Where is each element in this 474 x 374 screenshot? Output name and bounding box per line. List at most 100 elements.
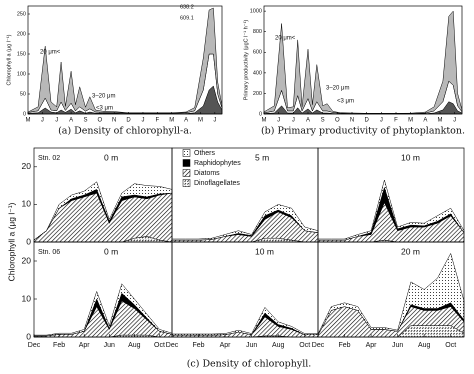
area [27,7,223,114]
x-tick-label: Feb [193,342,205,349]
x-tick-label: S [321,118,325,124]
x-tick-label: Dec [28,342,41,349]
panel-frame [171,241,319,338]
x-tick-label: J [380,118,383,124]
x-tick-label: F [155,118,159,124]
x-tick-label: F [394,118,398,124]
y-tick-label: 0 [259,111,262,117]
x-tick-label: A [423,118,427,124]
x-tick-label: J [292,118,295,124]
depth-label: 0 m [104,152,118,162]
peak-annotation: 638.2 [180,4,194,10]
y-axis-label: Chlorophyll a (μg l⁻¹) [6,34,12,85]
legend-label: Dinoflagellates [194,180,240,187]
y-tick-label: 50 [20,91,26,97]
x-tick-label: Jun [392,342,403,349]
station-label: Stn. 06 [38,249,60,256]
depth-label: 20 m [401,246,420,256]
y-tick-label: 200 [17,31,26,37]
y-axis-label: Primary productivity (μgC l⁻¹ h⁻¹) [243,20,249,101]
x-tick-label: M [198,118,203,124]
x-tick-label: Apr [220,342,232,349]
series-label: <3 μm [96,106,113,112]
x-tick-label: M [169,118,174,124]
x-tick-label: S [83,118,87,124]
x-tick-label: Oct [154,342,165,349]
x-tick-label: D [126,118,131,124]
series-label: <3 μm [337,99,354,105]
x-tick-label: Aug [128,342,141,349]
caption: (b) Primary productivity of phytoplankto… [261,126,465,137]
y-tick-label: 1000 [250,9,262,15]
series-label: 3–20 μm [92,94,115,100]
y-tick-label: 250 [17,11,26,17]
x-tick-label: M [262,118,267,124]
plot-frame [27,5,223,115]
x-tick-label: Oct [445,342,456,349]
x-tick-label: J [213,118,216,124]
y-tick-label: 10 [22,293,32,303]
y-axis-label: Chlorophyll a (μg l⁻¹) [6,202,16,281]
x-tick-label: M [26,118,31,124]
station-label: Stn. 02 [38,155,60,162]
x-tick-label: D [364,118,369,124]
y-tick-label: 0 [26,236,31,246]
x-tick-label: M [438,118,443,124]
x-tick-label: O [335,118,340,124]
y-tick-label: 20 [22,255,32,265]
x-tick-label: A [69,118,73,124]
legend-swatch [182,169,191,177]
x-tick-label: J [41,118,44,124]
x-tick-label: A [306,118,310,124]
area [263,10,463,114]
legend-label: Others [194,150,216,157]
legend-label: Diatoms [194,170,220,177]
y-tick-label: 0 [23,111,26,117]
depth-label: 5 m [255,152,269,162]
series-label: 20 μm< [40,50,61,56]
y-tick-label: 800 [253,29,262,35]
y-tick-label: 0 [26,331,31,341]
depth-label: 10 m [401,152,420,162]
caption: (a) Density of chlorophyll-a. [58,126,192,137]
legend-swatch [182,149,191,157]
legend-swatch [182,179,191,187]
y-tick-label: 100 [17,71,26,77]
x-tick-label: Feb [53,342,65,349]
x-tick-label: O [98,118,103,124]
area [33,300,173,338]
x-tick-label: M [408,118,413,124]
y-tick-label: 10 [22,199,32,209]
x-tick-label: Dec [166,342,179,349]
y-tick-label: 150 [17,51,26,57]
x-tick-label: Feb [339,342,351,349]
x-tick-label: A [184,118,188,124]
x-tick-label: N [112,118,116,124]
x-tick-label: Jun [104,342,115,349]
x-tick-label: Apr [79,342,91,349]
panel-frame [317,241,465,338]
x-tick-label: N [350,118,354,124]
x-tick-label: J [141,118,144,124]
caption: (c) Density of chlorophyll. [187,359,312,370]
y-tick-label: 600 [253,50,262,56]
series-label: 3–20 μm [326,86,349,92]
x-tick-label: J [277,118,280,124]
depth-label: 10 m [255,246,274,256]
x-tick-label: Aug [418,342,431,349]
legend-swatch [182,159,191,167]
legend-label: Raphidophytes [194,160,241,167]
x-tick-label: Dec [312,342,325,349]
x-tick-label: Apr [366,342,378,349]
plot-frame [263,5,463,115]
x-tick-label: Jun [246,342,257,349]
x-tick-label: J [453,118,456,124]
x-tick-label: Oct [299,342,310,349]
y-tick-label: 20 [22,161,32,171]
y-tick-label: 400 [253,70,262,76]
y-tick-label: 200 [253,91,262,97]
x-tick-label: Aug [272,342,285,349]
peak-annotation: 609.1 [180,15,194,21]
x-tick-label: J [55,118,58,124]
